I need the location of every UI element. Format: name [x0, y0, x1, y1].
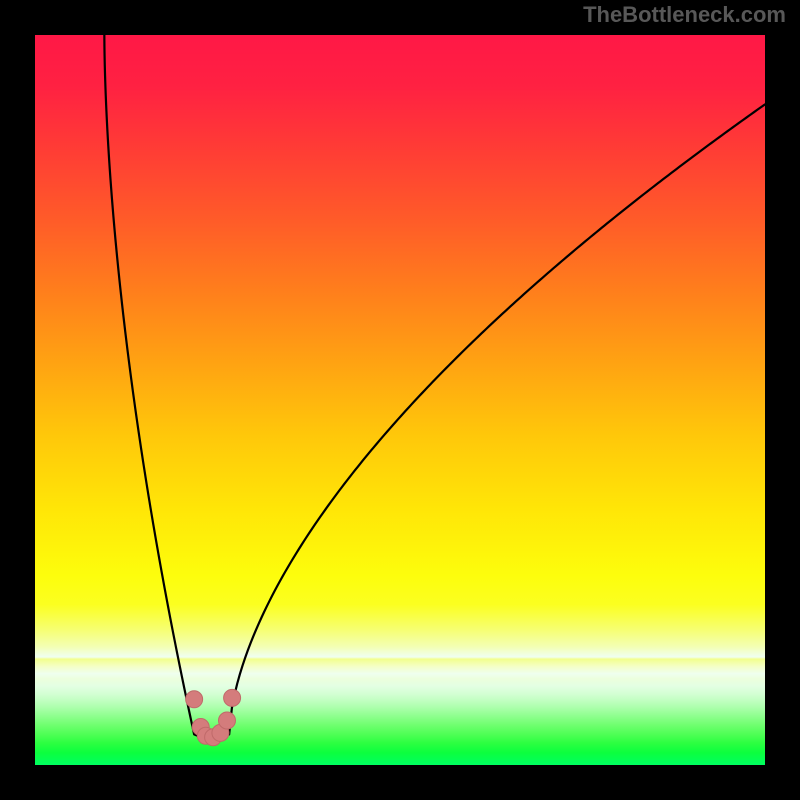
watermark-text: TheBottleneck.com	[583, 2, 786, 28]
marker-point	[186, 691, 203, 708]
marker-point	[224, 689, 241, 706]
plot-area	[35, 35, 765, 765]
bottleneck-curve	[104, 35, 765, 738]
marker-point	[218, 712, 235, 729]
curve-layer	[35, 35, 765, 765]
